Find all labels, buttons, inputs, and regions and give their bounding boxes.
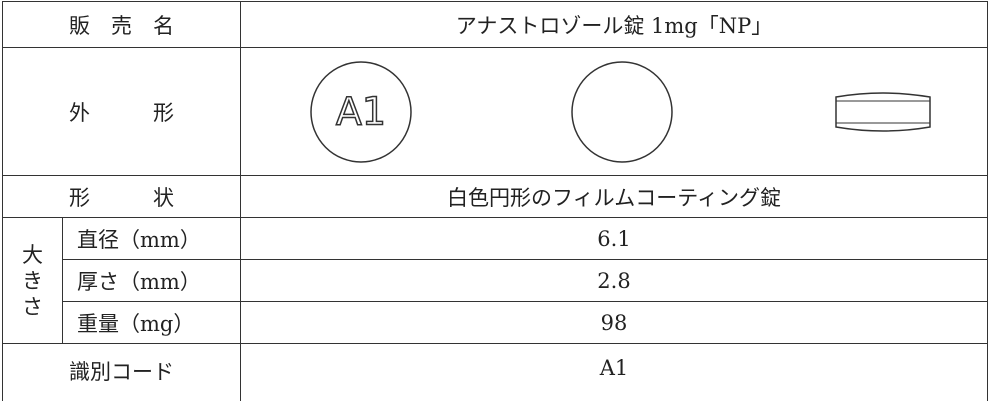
side-view bbox=[835, 91, 931, 132]
label: 外 形 bbox=[2, 47, 241, 176]
value: 98 bbox=[240, 301, 988, 344]
label: 形 状 bbox=[2, 175, 241, 218]
label: 販 売 名 bbox=[2, 1, 241, 48]
value: 2.8 bbox=[240, 259, 988, 302]
back-view bbox=[571, 60, 673, 163]
product-name: アナストロゾール錠 1mg「NP」 bbox=[240, 1, 988, 48]
imprint: A1 bbox=[336, 89, 386, 133]
value: 6.1 bbox=[240, 217, 988, 260]
shape-value: 白色円形のフィルムコーティング錠 bbox=[240, 175, 988, 218]
tablet-drawings: A1 bbox=[310, 60, 931, 163]
label: 厚さ（mm） bbox=[62, 259, 241, 302]
size-group: 大きさ bbox=[2, 217, 63, 344]
label: 重量（mg） bbox=[62, 301, 241, 344]
front-view bbox=[310, 60, 412, 163]
appearance-figures: A1 bbox=[240, 47, 988, 176]
size-label: 大きさ bbox=[22, 242, 43, 319]
label: 識別コード bbox=[2, 343, 241, 401]
label: 直径（mm） bbox=[62, 217, 241, 260]
value: A1 bbox=[240, 343, 988, 401]
